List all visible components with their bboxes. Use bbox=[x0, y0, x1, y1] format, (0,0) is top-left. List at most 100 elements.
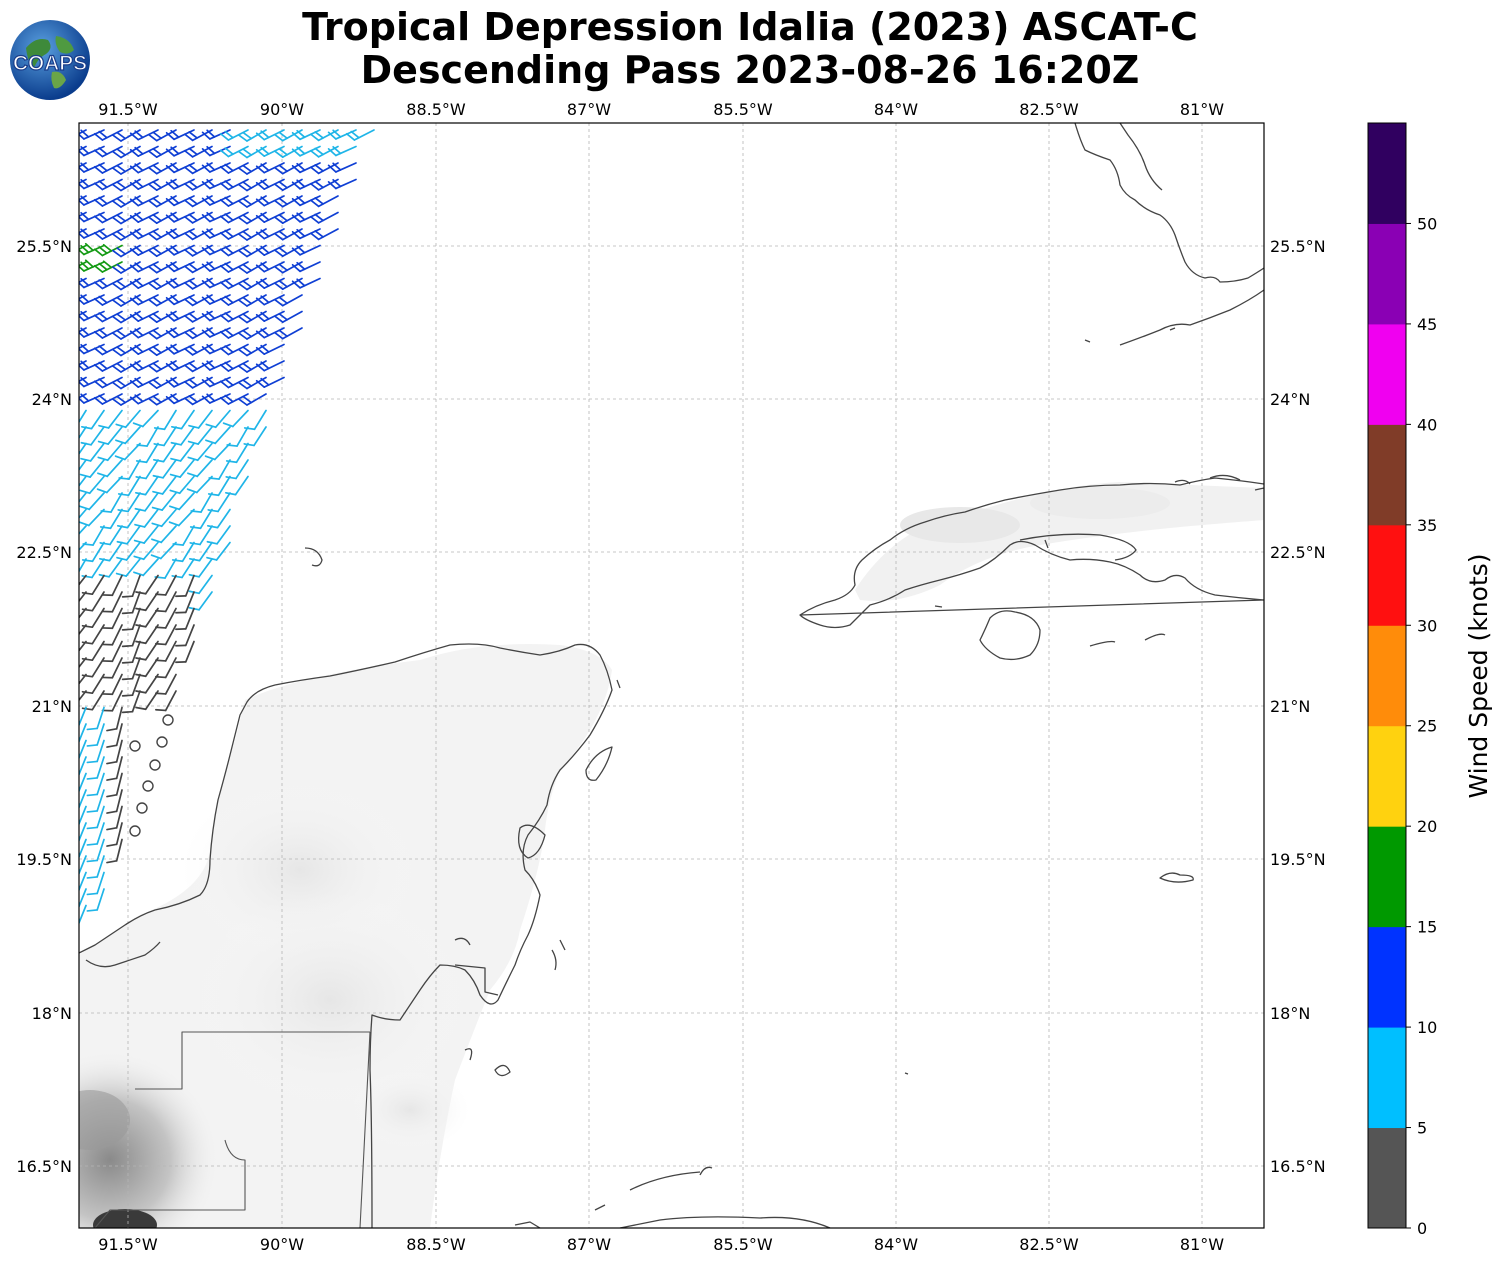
colorbar-label: Wind Speed (knots) bbox=[1464, 553, 1493, 798]
colorbar-tick-label: 10 bbox=[1417, 1018, 1437, 1037]
wind-barb bbox=[79, 558, 87, 579]
wind-barb bbox=[79, 426, 87, 447]
wind-barb bbox=[189, 525, 213, 546]
wind-barb bbox=[79, 492, 105, 511]
colorbar-frame bbox=[1367, 122, 1407, 1229]
wind-barb bbox=[79, 129, 105, 140]
colorbar-segment bbox=[1368, 223, 1406, 325]
wind-barb bbox=[106, 706, 123, 732]
wind-barb bbox=[153, 426, 177, 447]
globe-logo-icon: COAPS bbox=[10, 20, 90, 100]
wind-barb bbox=[79, 739, 87, 762]
wind-barb bbox=[201, 162, 231, 173]
wind-barb bbox=[189, 541, 213, 562]
wind-barb bbox=[175, 624, 195, 647]
colorbar-tick-label: 5 bbox=[1417, 1119, 1427, 1138]
wind-barb bbox=[86, 871, 105, 896]
wind-barb bbox=[175, 591, 195, 614]
lat-label: 19.5°N bbox=[16, 850, 72, 869]
colorbar-segment bbox=[1368, 1027, 1406, 1129]
wind-barb bbox=[274, 294, 303, 307]
wind-barb bbox=[274, 327, 303, 340]
wind-barb bbox=[207, 508, 231, 529]
wind-barb bbox=[165, 211, 195, 223]
lat-label: 18°N bbox=[1270, 1004, 1310, 1023]
wind-barb bbox=[79, 888, 87, 911]
wind-barb bbox=[154, 690, 177, 712]
wind-barb bbox=[222, 409, 249, 428]
wind-barb bbox=[79, 805, 87, 828]
wind-barb bbox=[201, 343, 231, 355]
wind-barb bbox=[133, 525, 159, 544]
lat-label: 21°N bbox=[32, 697, 72, 716]
wind-barb bbox=[201, 277, 231, 289]
wind-barb bbox=[115, 558, 141, 577]
wind-barb bbox=[291, 228, 321, 240]
wind-barb bbox=[79, 145, 105, 157]
wind-barb bbox=[101, 657, 123, 679]
wind-barb bbox=[79, 259, 105, 272]
lat-labels-left: 25.5°N 24°N 22.5°N 21°N 19.5°N 18°N 16.5… bbox=[16, 237, 72, 1176]
title-line-1: Tropical Depression Idalia (2023) ASCAT-… bbox=[302, 5, 1198, 49]
wind-barb bbox=[188, 409, 213, 429]
wind-barb bbox=[135, 690, 159, 711]
wind-barb bbox=[291, 162, 321, 174]
wind-barb bbox=[225, 475, 249, 496]
wind-barb bbox=[106, 723, 123, 748]
wind-barb bbox=[175, 607, 195, 631]
logo-text: COAPS bbox=[13, 52, 87, 75]
lat-label: 25.5°N bbox=[16, 237, 72, 256]
wind-barb bbox=[133, 558, 159, 577]
wind-barb bbox=[135, 475, 159, 496]
wind-barb bbox=[327, 145, 357, 157]
wind-barb bbox=[79, 525, 87, 544]
lon-label: 82.5°W bbox=[1019, 100, 1079, 119]
lon-label: 81°W bbox=[1180, 1235, 1224, 1254]
wind-barb bbox=[79, 310, 105, 322]
calm-wind-circle bbox=[136, 802, 148, 814]
calm-wind-circle bbox=[149, 759, 161, 771]
wind-barb bbox=[117, 508, 141, 529]
colorbar-tick-label: 15 bbox=[1417, 918, 1437, 937]
wind-barb bbox=[79, 327, 105, 338]
wind-barb bbox=[175, 640, 195, 664]
wind-barb bbox=[79, 409, 87, 431]
colorbar-segment bbox=[1368, 323, 1406, 425]
wind-barb bbox=[79, 195, 105, 206]
wind-barb bbox=[201, 294, 231, 305]
wind-barb bbox=[150, 541, 177, 560]
lon-label: 84°W bbox=[874, 1235, 918, 1254]
map-frame bbox=[78, 122, 1265, 1229]
wind-barb bbox=[135, 640, 159, 661]
wind-barb bbox=[171, 409, 195, 430]
wind-barb bbox=[165, 310, 195, 322]
wind-barb bbox=[154, 673, 177, 695]
wind-barb bbox=[101, 690, 123, 712]
wind-barb bbox=[154, 624, 177, 646]
lat-label: 24°N bbox=[32, 390, 72, 409]
calm-wind-circle bbox=[156, 736, 168, 748]
wind-barb bbox=[255, 360, 285, 372]
wind-barb bbox=[201, 178, 231, 190]
wind-barb bbox=[165, 244, 195, 256]
wind-barbs bbox=[79, 129, 375, 927]
wind-barb bbox=[121, 640, 141, 664]
wind-barb bbox=[101, 574, 123, 597]
wind-barb bbox=[238, 393, 267, 406]
wind-barb bbox=[86, 739, 105, 764]
wind-barb bbox=[165, 145, 195, 157]
wind-barb bbox=[106, 822, 123, 847]
lat-labels-right: 25.5°N 24°N 22.5°N 21°N 19.5°N 18°N 16.5… bbox=[1270, 237, 1326, 1176]
wind-barb bbox=[97, 426, 123, 445]
wind-barb bbox=[201, 244, 231, 256]
wind-barb bbox=[135, 657, 159, 678]
colorbar-segment bbox=[1368, 826, 1406, 928]
wind-barb bbox=[79, 772, 87, 795]
wind-barb bbox=[187, 442, 213, 462]
wind-barb bbox=[98, 409, 123, 429]
lon-label: 91.5°W bbox=[98, 1235, 158, 1254]
wind-barb bbox=[79, 822, 87, 845]
wind-barb bbox=[135, 607, 159, 628]
wind-barb bbox=[106, 772, 123, 798]
